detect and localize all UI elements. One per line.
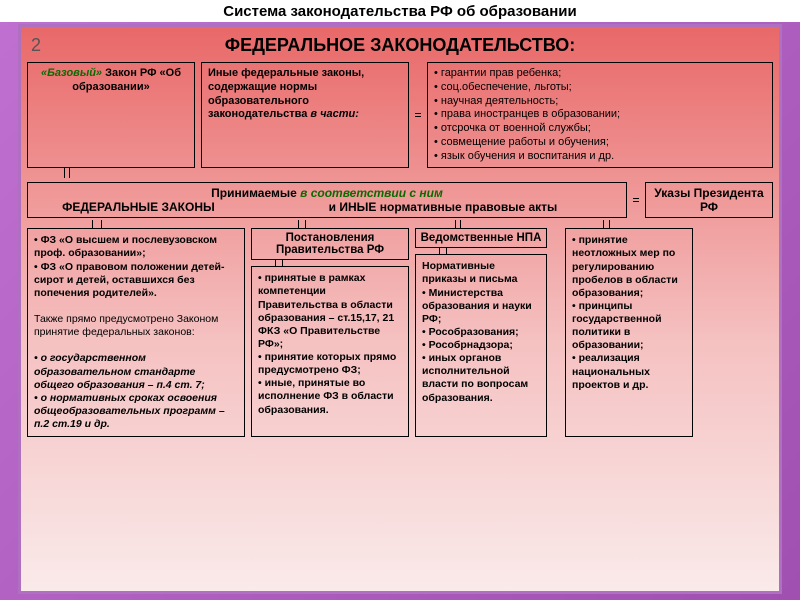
list-item: отсрочка от военной службы; — [434, 122, 766, 136]
main-heading: ФЕДЕРАЛЬНОЕ ЗАКОНОДАТЕЛЬСТВО: — [31, 35, 769, 56]
guarantees-box: гарантии прав ребенка; соц.обеспечение, … — [427, 62, 773, 168]
row-2: Принимаемые в соответствии с ним ФЕДЕРАЛ… — [27, 182, 773, 218]
connector-h2 — [633, 198, 639, 202]
list-item: гарантии прав ребенка; — [434, 67, 766, 81]
diagram-frame: 2 ФЕДЕРАЛЬНОЕ ЗАКОНОДАТЕЛЬСТВО: «Базовый… — [18, 24, 782, 594]
list-item: принятые в рамках компетенции Правительс… — [258, 272, 402, 351]
list-item: совмещение работы и обучения; — [434, 136, 766, 150]
list-item: принятие неотложных мер по регулированию… — [572, 234, 686, 300]
list-item: Министерства образования и науки РФ; — [422, 287, 540, 326]
col-gov-resolutions: Постановления Правительства РФ принятые … — [251, 220, 409, 437]
list-item: Рособразования; — [422, 326, 540, 339]
t: ФЗ «О высшем и послевузовском проф. обра… — [34, 234, 217, 259]
t: о нормативных сроках освоения общеобразо… — [34, 392, 225, 430]
gov-resolutions-header: Постановления Правительства РФ — [251, 228, 409, 260]
other-laws-box: Иные федеральные законы, содержащие норм… — [201, 62, 409, 168]
col-federal-laws: • ФЗ «О высшем и послевузовском проф. об… — [27, 220, 245, 437]
connector — [415, 220, 547, 228]
decrees-body: принятие неотложных мер по регулированию… — [565, 228, 693, 437]
t-green: в соответствии с ним — [300, 186, 443, 200]
guarantees-list: гарантии прав ребенка; соц.обеспечение, … — [434, 67, 766, 163]
list-item: иных органов исполнительной власти по во… — [422, 352, 540, 405]
adopted-laws-box: Принимаемые в соответствии с ним ФЕДЕРАЛ… — [27, 182, 627, 218]
main-header-row: 2 ФЕДЕРАЛЬНОЕ ЗАКОНОДАТЕЛЬСТВО: — [27, 33, 773, 62]
col-decrees: принятие неотложных мер по регулированию… — [565, 220, 693, 437]
t: Принимаемые — [211, 186, 300, 200]
federal-laws-body: • ФЗ «О высшем и послевузовском проф. об… — [27, 228, 245, 437]
decrees-box: Указы Президента РФ — [645, 182, 773, 218]
t2b: и ИНЫЕ нормативные правовые акты — [329, 200, 612, 214]
connector — [565, 220, 693, 228]
connector — [251, 220, 409, 228]
base-law-tag: «Базовый» — [41, 67, 102, 79]
spacer — [553, 220, 559, 437]
t: Также прямо предусмотрено Законом принят… — [34, 313, 238, 339]
list-item: права иностранцев в образовании; — [434, 108, 766, 122]
t2a: ФЕДЕРАЛЬНЫЕ ЗАКОНЫ — [42, 200, 325, 214]
connector-h — [415, 113, 421, 117]
gov-resolutions-body: принятые в рамках компетенции Правительс… — [251, 266, 409, 437]
t: ФЗ «О правовом положении детей-сирот и д… — [34, 261, 225, 299]
other-laws-ital: в части: — [310, 108, 359, 120]
t: о государственном образовательном станда… — [34, 352, 205, 390]
base-law-box: «Базовый» Закон РФ «Об образовании» — [27, 62, 195, 168]
connector — [27, 220, 245, 228]
list-item: Рособрнадзора; — [422, 339, 540, 352]
row-3: • ФЗ «О высшем и послевузовском проф. об… — [27, 220, 773, 437]
col-departmental: Ведомственные НПА Нормативные приказы и … — [415, 220, 547, 437]
list-item: принятие которых прямо предусмотрено ФЗ; — [258, 351, 402, 377]
list-item: принципы государственной политики в обра… — [572, 300, 686, 353]
list-item: соц.обеспечение, льготы; — [434, 81, 766, 95]
page-title: Система законодательства РФ об образован… — [0, 0, 800, 22]
top-row: «Базовый» Закон РФ «Об образовании» Иные… — [27, 62, 773, 168]
departmental-body: Нормативные приказы и письма Министерств… — [415, 254, 547, 437]
list-item: реализация национальных проектов и др. — [572, 352, 686, 391]
list-item: иные, принятые во исполнение ФЗ в област… — [258, 377, 402, 416]
list-item: научная деятельность; — [434, 95, 766, 109]
t: Нормативные приказы и письма — [422, 260, 540, 286]
departmental-header: Ведомственные НПА — [415, 228, 547, 248]
connector-row-1 — [27, 168, 773, 178]
list-item: язык обучения и воспитания и др. — [434, 150, 766, 164]
